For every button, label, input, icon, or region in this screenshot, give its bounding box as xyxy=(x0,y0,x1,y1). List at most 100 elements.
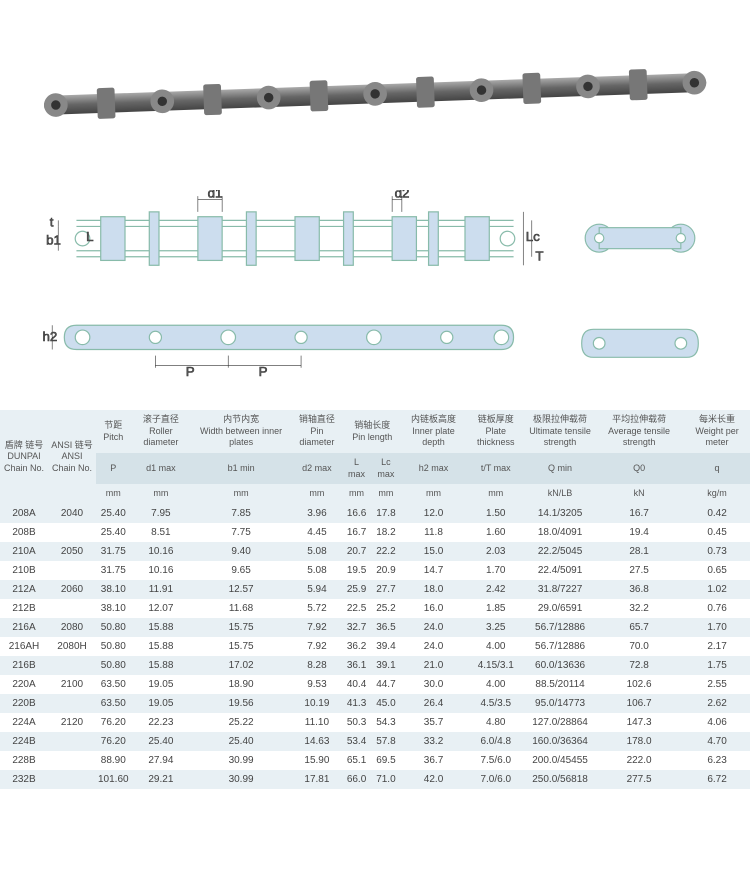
cell-tt: 4.80 xyxy=(465,713,526,732)
cell-dp: 210A xyxy=(0,542,48,561)
table-row: 210B31.7510.169.655.0819.520.914.71.7022… xyxy=(0,561,750,580)
cell-d2: 10.19 xyxy=(291,694,343,713)
cell-d2: 7.92 xyxy=(291,618,343,637)
cell-q0: 72.8 xyxy=(594,656,684,675)
cell-q0: 16.7 xyxy=(594,504,684,523)
cell-p: 63.50 xyxy=(96,675,131,694)
cell-b1: 11.68 xyxy=(191,599,291,618)
cell-q0: 178.0 xyxy=(594,732,684,751)
table-row: 220A210063.5019.0518.909.5340.444.730.04… xyxy=(0,675,750,694)
cell-tt: 3.25 xyxy=(465,618,526,637)
cell-d1: 15.88 xyxy=(131,637,192,656)
cell-q0: 102.6 xyxy=(594,675,684,694)
cell-dp: 232B xyxy=(0,770,48,789)
cell-ansi xyxy=(48,694,96,713)
cell-dp: 212B xyxy=(0,599,48,618)
cell-d2: 5.08 xyxy=(291,542,343,561)
cell-b1: 7.75 xyxy=(191,523,291,542)
cell-q: 200.0/45455 xyxy=(526,751,594,770)
cell-q: 29.0/6591 xyxy=(526,599,594,618)
cell-ansi: 2080H xyxy=(48,637,96,656)
cell-d2: 5.94 xyxy=(291,580,343,599)
cell-tt: 1.70 xyxy=(465,561,526,580)
cell-d2: 15.90 xyxy=(291,751,343,770)
cell-q: 160.0/36364 xyxy=(526,732,594,751)
table-row: 216AH2080H50.8015.8815.757.9236.239.424.… xyxy=(0,637,750,656)
table-body: 208A204025.407.957.853.9616.617.812.01.5… xyxy=(0,504,750,789)
cell-q0: 147.3 xyxy=(594,713,684,732)
cell-lc: 39.1 xyxy=(370,656,401,675)
cell-q0: 32.2 xyxy=(594,599,684,618)
cell-l: 19.5 xyxy=(343,561,370,580)
cell-p: 50.80 xyxy=(96,656,131,675)
cell-l: 16.6 xyxy=(343,504,370,523)
cell-qw: 0.76 xyxy=(684,599,750,618)
cell-qw: 2.62 xyxy=(684,694,750,713)
cell-l: 22.5 xyxy=(343,599,370,618)
cell-h2: 33.2 xyxy=(402,732,466,751)
cell-h2: 11.8 xyxy=(402,523,466,542)
table-row: 208A204025.407.957.853.9616.617.812.01.5… xyxy=(0,504,750,523)
svg-text:P: P xyxy=(259,364,268,379)
cell-q: 56.7/12886 xyxy=(526,618,594,637)
cell-q: 88.5/20114 xyxy=(526,675,594,694)
th-avg: 平均拉伸载荷Average tensile strength xyxy=(594,410,684,453)
cell-b1: 9.40 xyxy=(191,542,291,561)
cell-lc: 44.7 xyxy=(370,675,401,694)
cell-ansi: 2060 xyxy=(48,580,96,599)
cell-h2: 26.4 xyxy=(402,694,466,713)
cell-h2: 18.0 xyxy=(402,580,466,599)
cell-p: 76.20 xyxy=(96,732,131,751)
cell-qw: 0.65 xyxy=(684,561,750,580)
cell-d1: 7.95 xyxy=(131,504,192,523)
cell-tt: 4.00 xyxy=(465,675,526,694)
cell-d1: 19.05 xyxy=(131,694,192,713)
cell-p: 88.90 xyxy=(96,751,131,770)
cell-dp: 224A xyxy=(0,713,48,732)
cell-d1: 12.07 xyxy=(131,599,192,618)
th-weight: 每米长重Weight per meter xyxy=(684,410,750,453)
cell-ansi xyxy=(48,770,96,789)
cell-lc: 27.7 xyxy=(370,580,401,599)
cell-lc: 57.8 xyxy=(370,732,401,751)
th-pitch: 节距Pitch xyxy=(96,410,131,453)
cell-d2: 3.96 xyxy=(291,504,343,523)
cell-tt: 2.03 xyxy=(465,542,526,561)
cell-l: 40.4 xyxy=(343,675,370,694)
diagram-area: d1 d2 t b1 L T Lc h2 P P xyxy=(0,180,750,410)
cell-ansi: 2050 xyxy=(48,542,96,561)
plate-view-diagram: h2 P P xyxy=(40,307,550,380)
cell-ansi: 2120 xyxy=(48,713,96,732)
table-row: 220B63.5019.0519.5610.1941.345.026.44.5/… xyxy=(0,694,750,713)
top-view-diagram: d1 d2 t b1 L T Lc xyxy=(40,190,550,287)
cell-l: 25.9 xyxy=(343,580,370,599)
cell-tt: 2.42 xyxy=(465,580,526,599)
cell-q0: 27.5 xyxy=(594,561,684,580)
table-row: 232B101.6029.2130.9917.8166.071.042.07.0… xyxy=(0,770,750,789)
cell-b1: 12.57 xyxy=(191,580,291,599)
cell-d1: 25.40 xyxy=(131,732,192,751)
cell-ansi xyxy=(48,656,96,675)
cell-d2: 7.92 xyxy=(291,637,343,656)
cell-ansi: 2040 xyxy=(48,504,96,523)
svg-text:P: P xyxy=(186,364,195,379)
cell-p: 38.10 xyxy=(96,580,131,599)
svg-text:Lc: Lc xyxy=(526,229,540,244)
cell-d2: 14.63 xyxy=(291,732,343,751)
cell-h2: 21.0 xyxy=(402,656,466,675)
th-pinlen: 销轴长度Pin length xyxy=(343,410,402,453)
cell-l: 32.7 xyxy=(343,618,370,637)
cell-h2: 16.0 xyxy=(402,599,466,618)
svg-text:T: T xyxy=(535,248,543,263)
cell-q0: 106.7 xyxy=(594,694,684,713)
table-row: 228B88.9027.9430.9915.9065.169.536.77.5/… xyxy=(0,751,750,770)
cell-tt: 4.00 xyxy=(465,637,526,656)
table-row: 208B25.408.517.754.4516.718.211.81.6018.… xyxy=(0,523,750,542)
cell-h2: 42.0 xyxy=(402,770,466,789)
cell-q0: 28.1 xyxy=(594,542,684,561)
cell-q0: 222.0 xyxy=(594,751,684,770)
cell-d1: 22.23 xyxy=(131,713,192,732)
cell-q0: 70.0 xyxy=(594,637,684,656)
cell-qw: 2.55 xyxy=(684,675,750,694)
cell-qw: 0.73 xyxy=(684,542,750,561)
